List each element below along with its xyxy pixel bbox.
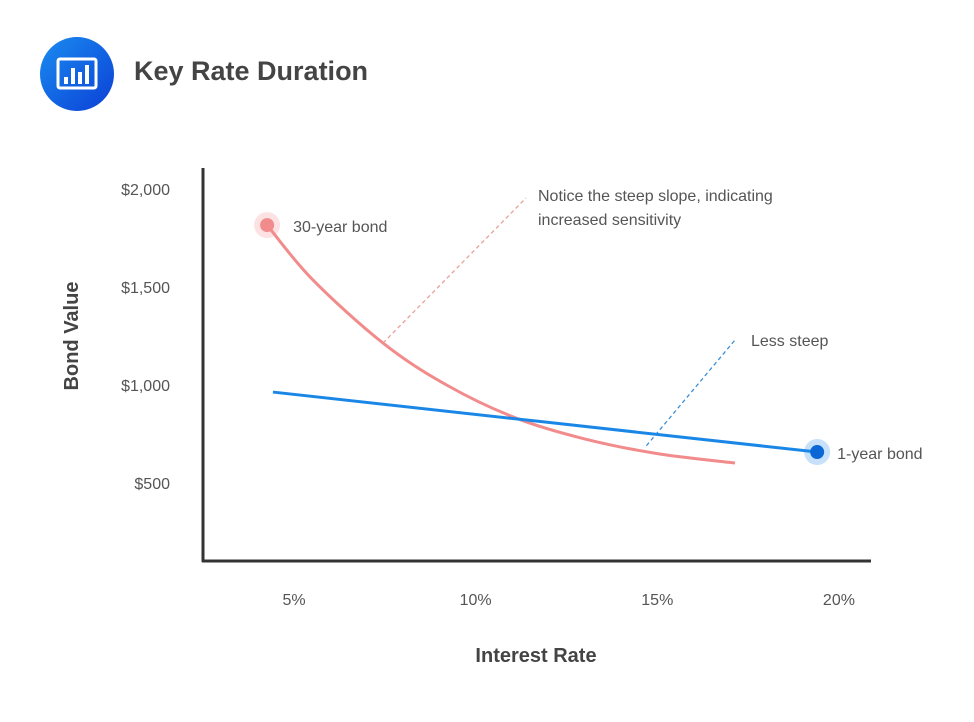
x-tick-label: 20% [823,592,855,609]
series-marker [260,218,275,233]
y-tick-label: $1,000 [121,378,170,395]
bar-chart-icon [40,37,114,111]
annotation-text: increased sensitivity [538,212,681,229]
y-tick-label: $2,000 [121,182,170,199]
annotation-text: Notice the steep slope, indicating [538,188,773,205]
series-label: 1-year bond [837,446,922,463]
series-label: 30-year bond [293,219,387,236]
x-tick-label: 15% [641,592,673,609]
x-axis-title: Interest Rate [475,645,596,667]
bar-chart-glyph [56,57,98,90]
x-tick-label: 10% [460,592,492,609]
annotation-leader-line [382,197,527,344]
annotation-leader-line [645,339,736,447]
y-tick-label: $500 [134,476,170,493]
page-title: Key Rate Duration [134,56,369,86]
x-tick-label: 5% [282,592,305,609]
series-line-1-year-bond [272,390,818,454]
y-tick-label: $1,500 [121,280,170,297]
series-line-30-year-bond [265,224,736,465]
series-marker [810,445,825,460]
annotation-text: Less steep [751,333,828,350]
y-axis-title: Bond Value [61,282,83,391]
